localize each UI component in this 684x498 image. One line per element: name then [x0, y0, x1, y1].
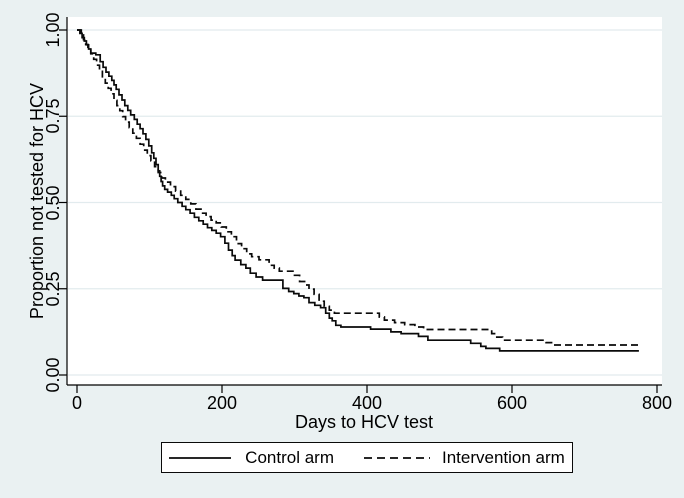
- legend: Control arm Intervention arm: [161, 442, 573, 473]
- y-tick-label: 1.00: [43, 12, 63, 48]
- legend-label-intervention: Intervention arm: [441, 447, 565, 467]
- y-tick-label: 0.00: [43, 357, 63, 393]
- x-tick-label: 0: [71, 393, 83, 413]
- intervention-arm-curve: [77, 29, 639, 346]
- x-axis-title: Days to HCV test: [294, 412, 434, 432]
- control-arm-curve: [77, 29, 639, 352]
- y-axis-title: Proportion not tested for HCV: [27, 82, 47, 320]
- legend-solid-swatch: [169, 455, 232, 461]
- x-tick-label: 400: [351, 393, 383, 413]
- legend-label-control: Control arm: [245, 447, 334, 467]
- x-tick-label: 200: [206, 393, 238, 413]
- plot-area: [67, 17, 662, 385]
- x-tick-label: 800: [641, 393, 673, 413]
- x-tick-label: 600: [496, 393, 528, 413]
- legend-dashed-swatch: [363, 455, 430, 461]
